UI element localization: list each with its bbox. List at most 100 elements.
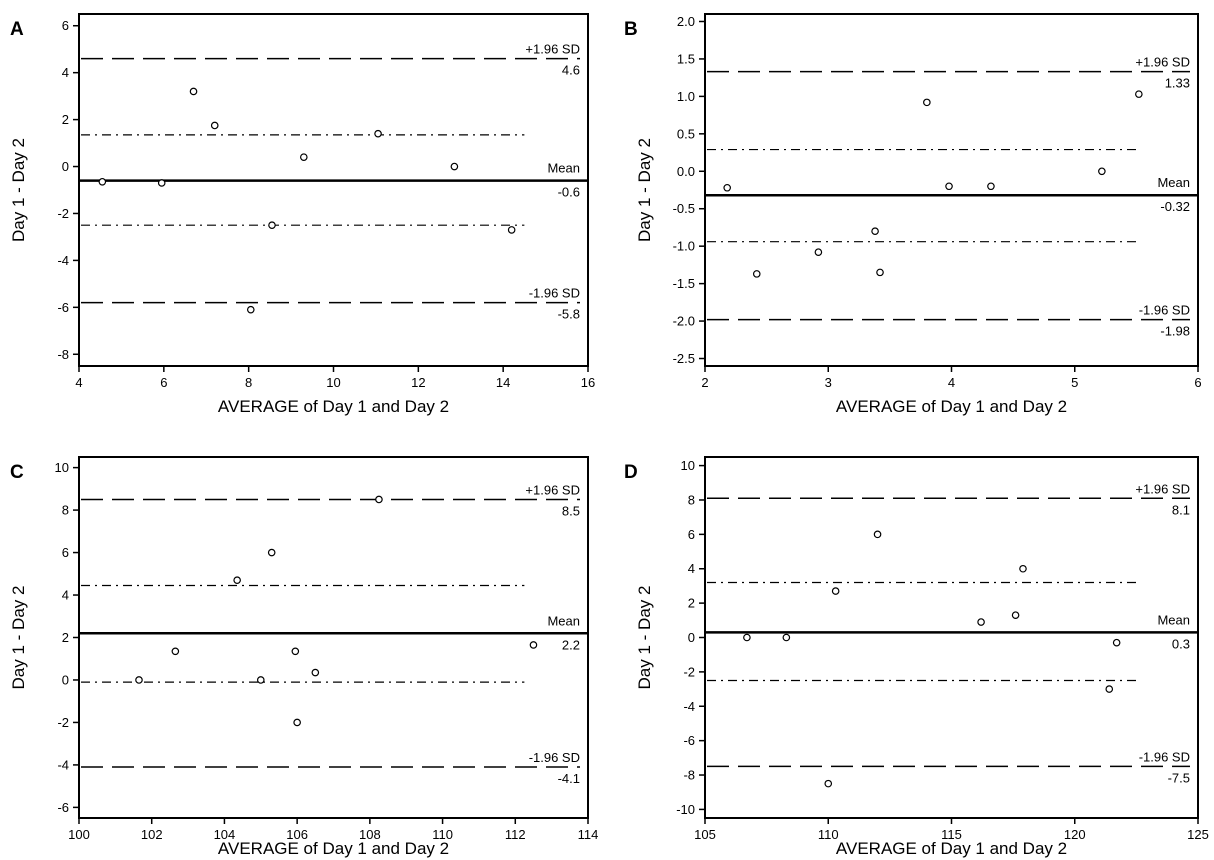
data-point: [1135, 90, 1143, 98]
y-tick-label: 4: [688, 561, 695, 576]
x-tick-label: 102: [141, 827, 163, 842]
data-point: [1019, 564, 1027, 573]
data-point: [752, 270, 761, 278]
x-tick-label: 105: [694, 827, 716, 842]
y-tick-label: -1.5: [673, 276, 695, 291]
y-tick-label: 2: [688, 596, 695, 611]
x-tick-label: 114: [578, 827, 599, 842]
y-tick-label: 2: [62, 112, 69, 127]
data-point: [375, 495, 383, 504]
lower-limit-value: -5.8: [558, 307, 580, 322]
panel-letter: B: [624, 19, 638, 40]
data-point: [814, 248, 823, 256]
lower-limit-value: -1.98: [1160, 324, 1190, 339]
y-tick-label: -2: [57, 206, 69, 221]
data-point: [1011, 611, 1020, 619]
y-tick-label: -2: [57, 715, 69, 730]
y-tick-label: 0.0: [677, 164, 695, 179]
mean-value: -0.6: [558, 185, 580, 200]
upper-limit-value: 4.6: [562, 63, 580, 78]
data-point: [831, 587, 840, 595]
y-tick-label: 6: [62, 545, 69, 560]
upper-limit-value: 8.1: [1172, 502, 1190, 517]
data-point: [300, 153, 308, 161]
lower-limit-label: -1.96 SD: [529, 286, 580, 301]
x-tick-label: 6: [160, 375, 167, 390]
y-axis-title: Day 1 - Day 2: [635, 138, 654, 242]
y-tick-label: 6: [688, 527, 695, 542]
data-point: [98, 177, 107, 186]
data-point: [873, 530, 882, 539]
x-tick-label: 2: [701, 375, 708, 390]
data-point: [291, 647, 300, 656]
x-tick-label: 100: [68, 827, 90, 842]
data-point: [782, 633, 791, 642]
data-point: [987, 182, 995, 191]
y-axis-title: Day 1 - Day 2: [635, 586, 654, 690]
y-tick-label: -6: [683, 733, 695, 748]
data-point: [1098, 167, 1106, 176]
y-axis-title: Day 1 - Day 2: [9, 586, 28, 690]
y-tick-label: -0.5: [673, 201, 695, 216]
y-tick-label: 1.0: [677, 89, 695, 104]
data-point: [246, 305, 255, 314]
y-tick-label: 1.5: [677, 51, 695, 66]
y-tick-label: -4: [57, 253, 69, 268]
y-tick-label: 8: [688, 492, 695, 507]
data-point: [1105, 685, 1114, 693]
data-point: [256, 676, 265, 684]
lower-limit-label: -1.96 SD: [1139, 303, 1190, 318]
panel-letter: D: [624, 462, 638, 483]
lower-limit-label: -1.96 SD: [529, 750, 580, 765]
lower-limit-value: -4.1: [558, 771, 580, 786]
x-tick-label: 14: [496, 375, 510, 390]
mean-value: 0.3: [1172, 636, 1190, 651]
y-tick-label: -8: [683, 768, 695, 783]
mean-value: -0.32: [1160, 199, 1190, 214]
plot-frame: [78, 13, 589, 367]
y-tick-label: -4: [683, 699, 695, 714]
plot-frame: [78, 456, 589, 819]
data-point: [450, 162, 459, 171]
x-tick-label: 115: [941, 827, 962, 842]
y-tick-label: -4: [57, 757, 69, 772]
data-point: [507, 226, 516, 234]
y-tick-label: -2.0: [673, 314, 695, 329]
x-axis-title: AVERAGE of Day 1 and Day 2: [836, 397, 1067, 416]
x-tick-label: 16: [581, 375, 595, 390]
panel-b: B -2.5 -2.0 -1.5 -1.0 -0.5 0.0 0.5 1.0 1.5 2.0 2 3 4 5…: [624, 13, 1202, 416]
mean-value: 2.2: [562, 637, 580, 652]
y-tick-label: 0: [62, 672, 69, 687]
x-tick-label: 110: [432, 827, 453, 842]
x-axis-title: AVERAGE of Day 1 and Day 2: [218, 839, 449, 858]
y-tick-label: 0: [688, 630, 695, 645]
x-tick-label: 112: [505, 827, 526, 842]
panel-letter: A: [10, 19, 24, 40]
y-tick-label: -2: [683, 664, 695, 679]
x-tick-label: 106: [286, 827, 308, 842]
y-tick-label: 4: [62, 65, 69, 80]
mean-label: Mean: [547, 613, 580, 628]
data-point: [723, 183, 731, 192]
data-point: [171, 647, 180, 656]
y-tick-label: -6: [57, 300, 69, 315]
data-point: [311, 668, 320, 677]
x-tick-label: 4: [75, 375, 82, 390]
data-point: [743, 633, 751, 642]
x-tick-label: 4: [948, 375, 955, 390]
upper-limit-label: +1.96 SD: [1135, 481, 1190, 496]
y-tick-label: 0: [62, 159, 69, 174]
x-tick-label: 108: [359, 827, 381, 842]
upper-limit-value: 8.5: [562, 503, 580, 518]
data-point: [824, 779, 833, 788]
x-tick-label: 8: [245, 375, 252, 390]
data-point: [135, 676, 143, 684]
x-tick-label: 104: [214, 827, 236, 842]
y-tick-label: 2.0: [677, 14, 695, 29]
data-point: [157, 179, 166, 187]
y-tick-label: 2: [62, 630, 69, 645]
upper-limit-label: +1.96 SD: [1135, 55, 1190, 70]
lower-limit-value: -7.5: [1168, 770, 1190, 785]
data-point: [293, 718, 301, 727]
